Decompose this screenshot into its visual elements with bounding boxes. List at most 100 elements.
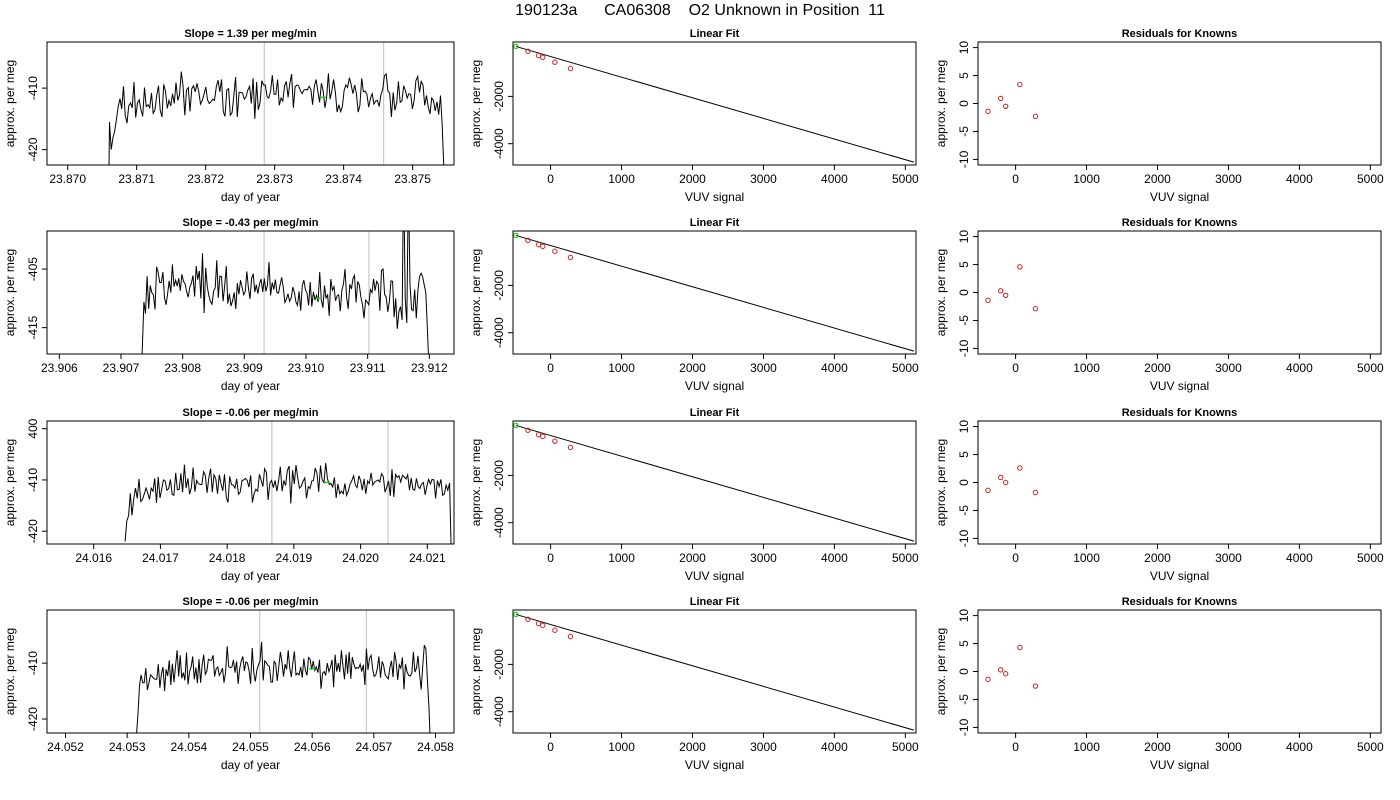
x-tick-label: 3000 (1215, 361, 1242, 375)
residual-point (1032, 683, 1039, 689)
known-point (525, 616, 531, 622)
plot-area (108, 42, 445, 165)
residual-point (998, 95, 1004, 102)
plot-frame (512, 609, 917, 734)
plot-area (513, 422, 915, 542)
x-tick-label: 5000 (892, 740, 919, 754)
y-axis-label: approx. per meg (3, 439, 17, 526)
x-tick-label: 24.055 (232, 740, 269, 754)
plot-area (985, 264, 1039, 312)
y-tick-label: -5 (957, 694, 971, 705)
panel-time-series-row-0: Slope = 1.39 per meg/min day of year appro… (3, 28, 455, 204)
x-axis-label: VUV signal (1150, 569, 1209, 583)
x-tick-label: 0 (547, 551, 554, 565)
signal-line (141, 231, 429, 354)
x-tick-label: 4000 (1286, 740, 1313, 754)
y-tick-label: -10 (957, 339, 971, 357)
x-axis-label: VUV signal (685, 569, 744, 583)
x-tick-label: 0 (1012, 740, 1019, 754)
y-axis-label: approx. per meg (934, 628, 948, 715)
x-tick-label: 0 (1012, 172, 1019, 186)
x-tick-label: 24.058 (417, 740, 454, 754)
x-tick-label: 24.056 (294, 740, 331, 754)
y-tick-label: -5 (957, 126, 971, 137)
x-tick-label: 24.021 (409, 551, 446, 565)
y-tick-label: -2000 (492, 270, 506, 301)
x-axis-label: day of year (221, 190, 280, 204)
known-point (535, 620, 542, 627)
x-tick-label: 5000 (1357, 172, 1384, 186)
x-tick-label: 24.017 (142, 551, 179, 565)
residual-point (1032, 306, 1039, 312)
x-tick-label: 4000 (1286, 551, 1313, 565)
y-tick-label: 5 (957, 72, 971, 79)
y-tick-label: 10 (957, 420, 971, 434)
y-tick-label: -4000 (492, 507, 506, 538)
residual-point (1002, 103, 1009, 109)
known-point (552, 248, 558, 254)
y-tick-label: -410 (26, 76, 40, 100)
y-tick-label: -4000 (492, 696, 506, 727)
plot-frame (977, 609, 1382, 734)
plot-area (985, 644, 1039, 689)
x-tick-label: 1000 (1073, 740, 1100, 754)
y-tick-label: -4000 (492, 128, 506, 159)
x-tick-label: 0 (547, 361, 554, 375)
x-tick-label: 23.872 (187, 172, 224, 186)
x-tick-label: 3000 (1215, 740, 1242, 754)
x-axis-label: day of year (221, 569, 280, 583)
y-tick-label: -10 (957, 150, 971, 168)
x-tick-label: 24.020 (342, 551, 379, 565)
x-tick-label: 24.053 (109, 740, 146, 754)
y-axis-label: approx. per meg (3, 628, 17, 715)
y-tick-label: 10 (957, 41, 971, 55)
panel-title: Residuals for Knowns (1122, 407, 1238, 419)
y-tick-label: -420 (26, 519, 40, 543)
figure-title: 190123a CA06308 O2 Unknown in Position 1… (515, 2, 885, 19)
y-tick-label: -10 (957, 529, 971, 547)
fit-line (515, 424, 915, 542)
panel-title: Residuals for Knowns (1122, 217, 1238, 229)
x-tick-label: 23.874 (325, 172, 362, 186)
residual-point (1002, 292, 1009, 298)
y-tick-label: 10 (957, 230, 971, 244)
plot-area (513, 232, 915, 352)
x-tick-label: 23.911 (350, 361, 386, 375)
x-tick-label: 1000 (608, 740, 635, 754)
plot-frame (512, 41, 917, 166)
panel-title: Linear Fit (690, 596, 740, 608)
x-tick-label: 23.907 (103, 361, 140, 375)
residual-point (985, 297, 991, 304)
known-point (552, 627, 558, 633)
residual-point (1002, 479, 1009, 486)
x-tick-label: 24.016 (75, 551, 112, 565)
residual-point (998, 474, 1004, 481)
x-tick-label: 5000 (892, 172, 919, 186)
known-point (535, 52, 542, 59)
residual-point (1017, 264, 1023, 270)
y-tick-label: -10 (957, 718, 971, 736)
x-tick-label: 23.910 (288, 361, 325, 375)
panel-title: Residuals for Knowns (1122, 596, 1238, 608)
x-axis-label: VUV signal (685, 758, 744, 772)
y-tick-label: -405 (26, 257, 40, 281)
x-tick-label: 5000 (1357, 361, 1384, 375)
known-point (535, 431, 542, 438)
x-tick-label: 3000 (750, 361, 777, 375)
x-tick-label: 0 (547, 172, 554, 186)
x-tick-label: 5000 (1357, 551, 1384, 565)
x-tick-label: 4000 (821, 361, 848, 375)
x-tick-label: 23.909 (226, 361, 263, 375)
x-axis-label: VUV signal (685, 190, 744, 204)
x-tick-label: 4000 (821, 551, 848, 565)
known-point (535, 241, 542, 248)
x-tick-label: 3000 (750, 172, 777, 186)
y-axis-label: approx. per meg (3, 249, 17, 336)
x-tick-label: 1000 (608, 361, 635, 375)
known-point (525, 427, 531, 433)
plot-area (513, 43, 915, 163)
plot-frame (46, 41, 455, 166)
plot-area (985, 81, 1039, 120)
residual-point (1017, 81, 1023, 88)
